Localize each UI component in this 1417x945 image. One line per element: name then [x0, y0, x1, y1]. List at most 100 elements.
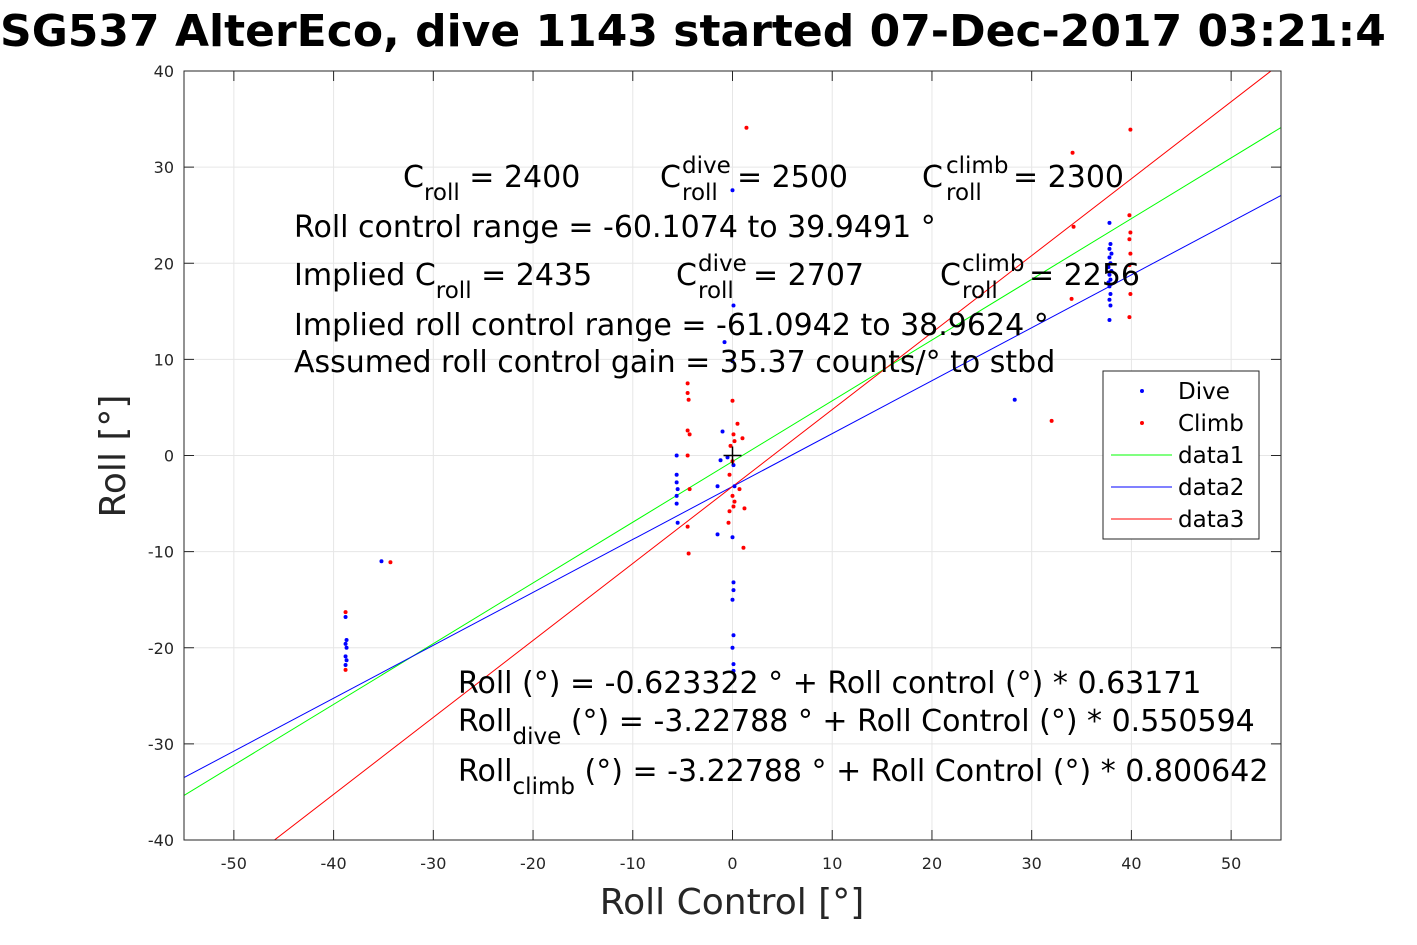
- point-climb: [726, 520, 731, 525]
- point-climb: [1127, 315, 1132, 320]
- point-dive: [343, 663, 348, 668]
- point-dive: [675, 487, 680, 492]
- point-dive: [731, 633, 736, 638]
- y-tick-label: -10: [148, 543, 174, 562]
- point-climb: [732, 499, 737, 504]
- point-climb: [685, 524, 690, 529]
- point-dive: [344, 658, 349, 663]
- point-dive: [1108, 242, 1113, 247]
- annotation-fit-dive: Rolldive (°) = -3.22788 ° + Roll Control…: [458, 704, 1255, 750]
- point-climb: [1127, 213, 1132, 218]
- legend: Dive Climb data1 data2 data3: [1102, 370, 1260, 540]
- point-dive: [674, 493, 679, 498]
- point-dive: [730, 535, 735, 540]
- point-dive: [730, 597, 735, 602]
- y-tick-label: 10: [154, 350, 174, 369]
- x-tick-label: 0: [727, 854, 737, 873]
- annotation-implied-dive-symbol: C: [676, 258, 697, 293]
- point-dive: [1108, 261, 1113, 266]
- point-dive: [344, 645, 349, 650]
- point-climb: [1071, 224, 1076, 229]
- point-climb: [388, 560, 393, 565]
- annotation-implied-dive-sub: roll: [698, 278, 734, 304]
- point-climb: [685, 428, 690, 433]
- point-climb: [731, 432, 736, 437]
- point-climb: [732, 439, 737, 444]
- point-climb: [742, 506, 747, 511]
- legend-marker-climb: [1140, 421, 1144, 425]
- x-tick-label: 50: [1221, 854, 1241, 873]
- point-climb: [686, 551, 691, 556]
- point-dive: [731, 668, 736, 673]
- x-tick-label: 10: [822, 854, 842, 873]
- annotation-c-roll-dive-sup: dive: [682, 153, 731, 179]
- point-climb: [1128, 230, 1133, 235]
- annotation-implied-climb-sub: roll: [962, 278, 998, 304]
- point-climb: [1128, 292, 1133, 297]
- point-climb: [1127, 237, 1132, 242]
- point-climb: [735, 421, 740, 426]
- point-climb: [685, 391, 690, 396]
- x-tick-label: 40: [1121, 854, 1141, 873]
- annotation-roll-control-range: Roll control range = -60.1074 to 39.9491…: [294, 210, 936, 245]
- x-tick-label: -30: [420, 854, 446, 873]
- point-dive: [343, 641, 348, 646]
- y-tick-label: 20: [154, 254, 174, 273]
- point-climb: [687, 487, 692, 492]
- point-dive: [731, 588, 736, 593]
- point-dive: [674, 453, 679, 458]
- point-climb: [687, 432, 692, 437]
- point-dive: [731, 662, 736, 667]
- point-dive: [379, 559, 384, 564]
- legend-label-climb: Climb: [1178, 411, 1244, 437]
- annotation-gain: Assumed roll control gain = 35.37 counts…: [294, 345, 1055, 380]
- point-dive: [1107, 220, 1112, 225]
- point-climb: [731, 504, 736, 509]
- point-dive: [1108, 277, 1113, 282]
- legend-label-data1: data1: [1178, 443, 1244, 469]
- annotations: Croll = 2400 C dive roll = 2500 C climb …: [294, 153, 1268, 800]
- y-tick-label: -30: [148, 735, 174, 754]
- point-dive: [675, 520, 680, 525]
- point-dive: [1106, 280, 1111, 285]
- x-axis-label: Roll Control [°]: [600, 882, 865, 923]
- point-dive: [1107, 284, 1112, 289]
- point-climb: [343, 667, 348, 672]
- annotation-fit-all: Roll (°) = -0.623322 ° + Roll control (°…: [458, 666, 1202, 701]
- y-tick-label: 40: [154, 62, 174, 81]
- point-dive: [343, 654, 348, 659]
- point-climb: [728, 443, 733, 448]
- point-dive: [1107, 255, 1112, 260]
- point-climb: [1128, 251, 1133, 256]
- chart-title: SG537 AlterEco, dive 1143 started 07-Dec…: [0, 6, 1386, 57]
- point-climb: [343, 610, 348, 615]
- y-tick-label: -20: [148, 639, 174, 658]
- point-dive: [674, 501, 679, 506]
- point-dive: [1107, 317, 1112, 322]
- annotation-c-roll-climb-symbol: C: [922, 160, 943, 195]
- point-climb: [740, 436, 745, 441]
- annotation-c-roll-dive-value: = 2500: [737, 160, 848, 195]
- point-dive: [730, 188, 735, 193]
- y-tick-label: 0: [164, 447, 174, 466]
- x-tick-label: -20: [520, 854, 546, 873]
- annotation-implied-c-roll: Implied Croll = 2435: [294, 258, 592, 304]
- annotation-implied-dive-sup: dive: [698, 251, 747, 277]
- x-tick-label: -50: [221, 854, 247, 873]
- point-dive: [732, 484, 737, 489]
- point-dive: [715, 484, 720, 489]
- annotation-c-roll-dive-sub: roll: [682, 180, 718, 206]
- point-dive: [344, 638, 349, 643]
- annotation-implied-climb-symbol: C: [940, 258, 961, 293]
- point-climb: [1128, 127, 1133, 132]
- point-dive: [1108, 303, 1113, 308]
- point-dive: [1107, 272, 1112, 277]
- fit-line-data3: [273, 71, 1272, 840]
- x-tick-label: -10: [620, 854, 646, 873]
- point-climb: [685, 453, 690, 458]
- point-dive: [1108, 292, 1113, 297]
- point-dive: [674, 480, 679, 485]
- annotation-c-roll-dive-symbol: C: [660, 160, 681, 195]
- point-dive: [1109, 251, 1114, 256]
